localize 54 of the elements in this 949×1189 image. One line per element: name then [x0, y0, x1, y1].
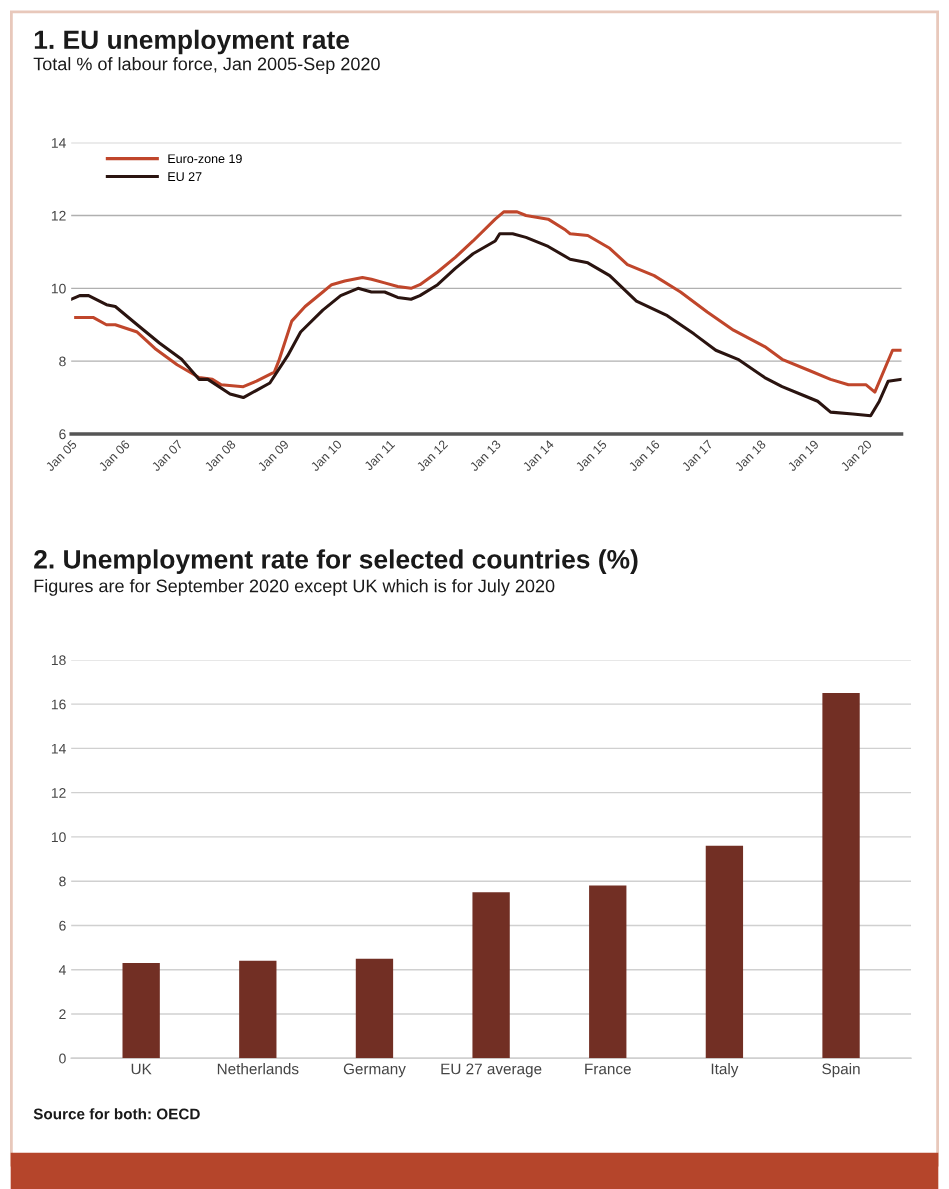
bar [589, 885, 627, 1059]
bar [472, 892, 510, 1059]
x-tick-label: UK [131, 1063, 152, 1075]
bar [705, 845, 744, 1059]
x-tick-label: Jan 06 [97, 439, 131, 472]
y-tick-label: 6 [59, 429, 66, 440]
y-tick-label: 14 [51, 138, 66, 148]
y-tick-label: 8 [59, 876, 66, 887]
y-tick-label: 6 [59, 920, 66, 931]
x-tick-label: Jan 11 [363, 439, 396, 472]
y-tick-label: 10 [51, 832, 66, 843]
bar [355, 958, 394, 1059]
y-tick-label: 4 [58, 965, 66, 975]
x-tick-label: Jan 14 [522, 439, 555, 472]
x-tick-label: Jan 07 [150, 439, 184, 472]
y-tick-label: 2 [59, 1009, 66, 1019]
chart-subtitle: Total % of labour force, Jan 2005-Sep 2020 [33, 57, 380, 74]
x-tick-label: Jan 15 [575, 439, 608, 472]
y-tick-label: 12 [51, 788, 66, 798]
x-tick-label: Jan 12 [415, 439, 449, 472]
y-tick-label: 12 [51, 210, 66, 221]
line-series [74, 210, 902, 394]
line-series [71, 232, 902, 418]
x-tick-label: Jan 19 [787, 439, 820, 472]
x-tick-label: Jan 20 [839, 439, 873, 472]
x-tick-label: Jan 05 [45, 439, 78, 472]
y-tick-label: 0 [59, 1053, 66, 1064]
x-tick-label: Jan 17 [681, 439, 714, 472]
x-tick-label: Jan 13 [469, 439, 502, 472]
x-tick-label: Italy [711, 1063, 739, 1078]
x-tick-label: Netherlands [217, 1063, 299, 1075]
legend-label: Euro-zone 19 [168, 154, 242, 164]
x-tick-label: Jan 16 [627, 439, 661, 472]
x-tick-label: EU 27 average [441, 1063, 542, 1078]
x-tick-label: Jan 09 [257, 439, 290, 472]
chart-title: 1. EU unemployment rate [34, 29, 350, 55]
bar [239, 960, 277, 1059]
bar [822, 693, 860, 1059]
source-note: Source for both: OECD [33, 1108, 200, 1120]
x-tick-label: Spain [822, 1063, 860, 1078]
y-tick-label: 10 [51, 283, 66, 294]
chart-title: 2. Unemployment rate for selected countries (%) [34, 549, 638, 574]
x-tick-label: Germany [343, 1063, 406, 1078]
y-tick-label: 8 [59, 356, 66, 367]
x-tick-label: Jan 10 [310, 439, 343, 472]
y-tick-label: 18 [51, 655, 66, 666]
x-tick-label: Jan 08 [203, 439, 237, 472]
chart-subtitle: Figures are for September 2020 except UK which is for July 2020 [34, 579, 555, 596]
y-tick-label: 16 [51, 699, 66, 710]
x-tick-label: France [585, 1063, 631, 1075]
legend-label: EU 27 [168, 172, 202, 182]
x-tick-label: Jan 18 [734, 439, 767, 472]
y-tick-label: 14 [51, 743, 66, 754]
bar [122, 963, 160, 1059]
